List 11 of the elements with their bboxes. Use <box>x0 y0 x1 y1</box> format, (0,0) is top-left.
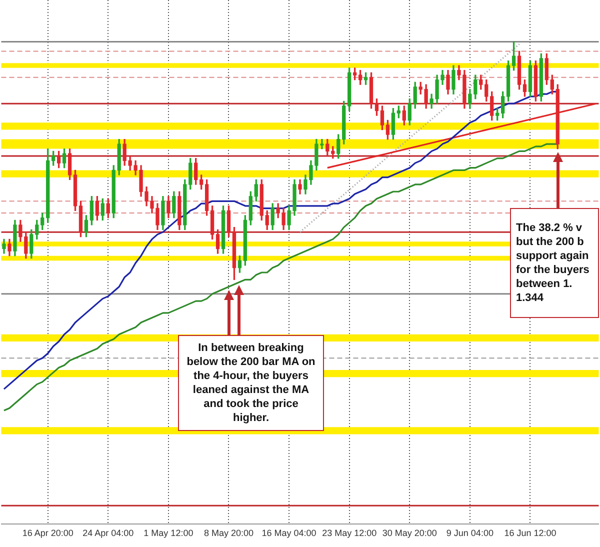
x-tick-label: 24 Apr 04:00 <box>82 528 134 538</box>
x-tick-label: 30 May 20:00 <box>382 528 437 538</box>
x-tick-label: 23 May 12:00 <box>322 528 377 538</box>
x-tick-label: 16 Apr 20:00 <box>22 528 74 538</box>
x-tick-label: 16 Jun 12:00 <box>504 528 556 538</box>
x-tick-label: 9 Jun 04:00 <box>446 528 494 538</box>
callout-box: The 38.2 % v but the 200 b support again for the buyers between 1. 1.344 <box>510 208 599 318</box>
x-tick-label: 8 May 20:00 <box>204 528 254 538</box>
callout-box: In between breaking below the 200 bar MA on the 4-hour, the buyers leaned against the MA and took the price higher. <box>178 335 324 431</box>
x-tick-label: 1 May 12:00 <box>144 528 194 538</box>
x-tick-label: 16 May 04:00 <box>262 528 316 538</box>
